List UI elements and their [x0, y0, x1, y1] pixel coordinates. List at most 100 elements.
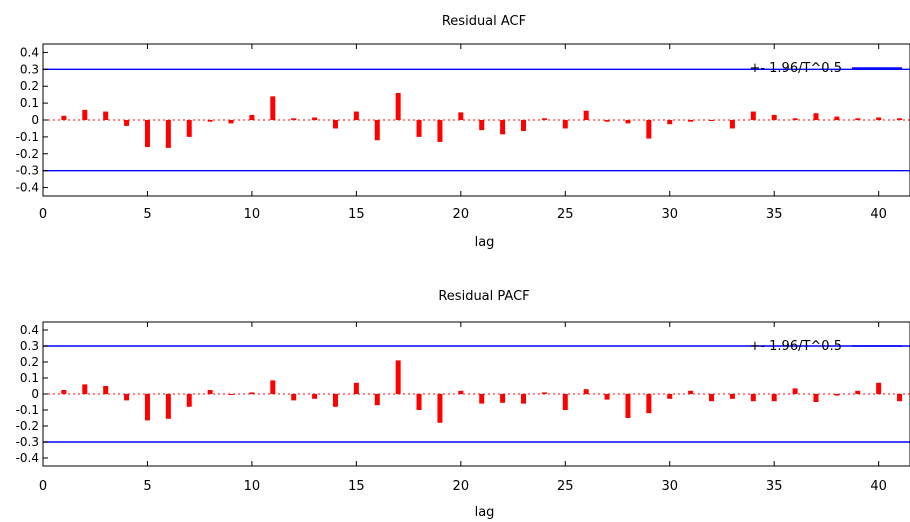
- pacf-y-tick-label: -0.1: [16, 403, 39, 417]
- pacf-x-axis: 0 5 10 15 20 25 30 35 40: [39, 322, 887, 494]
- acf-bar: [82, 109, 88, 120]
- acf-x-tick-label: 15: [348, 207, 365, 222]
- pacf-bar: [165, 394, 171, 419]
- acf-x-tick-label: 40: [870, 207, 887, 222]
- pacf-bar: [688, 390, 694, 394]
- acf-bar: [562, 120, 568, 129]
- pacf-bar: [625, 394, 631, 418]
- acf-y-tick-label: 0: [31, 113, 39, 127]
- acf-bar: [583, 110, 589, 120]
- pacf-bar: [374, 394, 380, 406]
- acf-title: Residual ACF: [442, 14, 526, 29]
- acf-bar: [207, 120, 213, 122]
- pacf-bar: [312, 394, 318, 399]
- acf-bar: [750, 111, 756, 120]
- acf-bar: [855, 118, 861, 120]
- acf-bar: [144, 120, 150, 148]
- acf-y-tick-label: 0.4: [20, 45, 39, 59]
- acf-bar: [374, 120, 380, 141]
- acf-bar: [61, 115, 67, 120]
- acf-panel: Residual ACF 0.4 0.3 0.2 0.1 0 -0.1 -0.2 -0.3 -0…: [16, 14, 910, 250]
- pacf-bar: [834, 394, 840, 396]
- acf-bar: [332, 120, 338, 129]
- acf-bar: [103, 111, 109, 120]
- acf-bar: [625, 120, 631, 124]
- acf-y-tick-label: -0.2: [16, 147, 39, 161]
- pacf-x-label: lag: [475, 505, 495, 520]
- pacf-bar: [353, 382, 359, 394]
- acf-x-tick-label: 20: [453, 207, 470, 222]
- pacf-x-tick-label: 25: [557, 479, 574, 494]
- pacf-y-tick-label: 0.4: [20, 323, 39, 337]
- acf-x-tick-label: 25: [557, 207, 574, 222]
- acf-bar: [291, 118, 297, 120]
- pacf-bar: [249, 392, 255, 394]
- pacf-bar: [82, 384, 88, 394]
- acf-bar: [541, 118, 547, 120]
- acf-x-tick-label: 35: [766, 207, 783, 222]
- pacf-y-tick-label: -0.4: [16, 451, 39, 465]
- pacf-bar: [876, 382, 882, 394]
- pacf-x-tick-label: 30: [661, 479, 678, 494]
- acf-y-tick-label: -0.4: [16, 181, 39, 195]
- pacf-y-tick-label: -0.3: [16, 435, 39, 449]
- pacf-bar: [541, 392, 547, 394]
- pacf-bar: [270, 380, 276, 394]
- pacf-y-tick-label: 0.1: [20, 371, 39, 385]
- acf-bar: [646, 120, 652, 139]
- acf-x-tick-label: 30: [661, 207, 678, 222]
- acf-x-axis: 0 5 10 15 20 25 30 35 40: [39, 44, 887, 222]
- pacf-panel: Residual PACF 0.4 0.3 0.2 0.1 0 -0.1 -0.2 -0.3 -…: [16, 289, 910, 520]
- pacf-bars: [61, 360, 903, 423]
- pacf-x-tick-label: 5: [143, 479, 151, 494]
- pacf-bar: [437, 394, 443, 423]
- acf-bar: [792, 118, 798, 120]
- pacf-y-tick-label: -0.2: [16, 419, 39, 433]
- pacf-y-tick-label: 0.3: [20, 339, 39, 353]
- acf-bar: [479, 120, 485, 131]
- pacf-x-tick-label: 20: [453, 479, 470, 494]
- acf-y-tick-label: -0.1: [16, 130, 39, 144]
- acf-bar: [124, 120, 130, 126]
- pacf-bar: [813, 394, 819, 402]
- pacf-title: Residual PACF: [438, 289, 529, 304]
- acf-bar: [186, 120, 192, 137]
- pacf-bar: [144, 394, 150, 421]
- acf-bars: [61, 92, 903, 148]
- acf-bar: [709, 120, 715, 121]
- pacf-bar: [750, 394, 756, 402]
- acf-bar: [771, 114, 777, 120]
- pacf-bar: [583, 389, 589, 394]
- pacf-bar: [395, 360, 401, 394]
- acf-bar: [834, 116, 840, 120]
- pacf-bar: [291, 394, 297, 401]
- pacf-bar: [562, 394, 568, 410]
- pacf-bar: [897, 394, 903, 402]
- pacf-x-tick-label: 35: [766, 479, 783, 494]
- acf-bar: [667, 120, 673, 125]
- pacf-bar: [604, 394, 610, 400]
- pacf-bar: [186, 394, 192, 407]
- acf-bar: [729, 120, 735, 129]
- acf-legend-label: +- 1.96/T^0.5: [749, 61, 842, 76]
- acf-x-tick-label: 0: [39, 207, 47, 222]
- pacf-bar: [667, 394, 673, 399]
- acf-bar: [876, 117, 882, 120]
- pacf-bar: [792, 388, 798, 394]
- acf-bar: [249, 114, 255, 120]
- acf-bar: [353, 111, 359, 120]
- acf-x-label: lag: [475, 235, 495, 250]
- pacf-bar: [207, 390, 213, 394]
- pacf-bar: [729, 394, 735, 399]
- pacf-bar: [228, 394, 234, 395]
- pacf-bar: [500, 394, 506, 403]
- acf-bar: [437, 120, 443, 142]
- acf-bar: [228, 120, 234, 124]
- acf-y-axis: 0.4 0.3 0.2 0.1 0 -0.1 -0.2 -0.3 -0.4: [16, 45, 48, 195]
- pacf-legend-label: +- 1.96/T^0.5: [749, 339, 842, 354]
- pacf-bar: [103, 386, 109, 394]
- pacf-y-axis: 0.4 0.3 0.2 0.1 0 -0.1 -0.2 -0.3 -0.4: [16, 323, 48, 465]
- acf-y-tick-label: 0.2: [20, 79, 39, 93]
- acf-bar: [688, 120, 694, 122]
